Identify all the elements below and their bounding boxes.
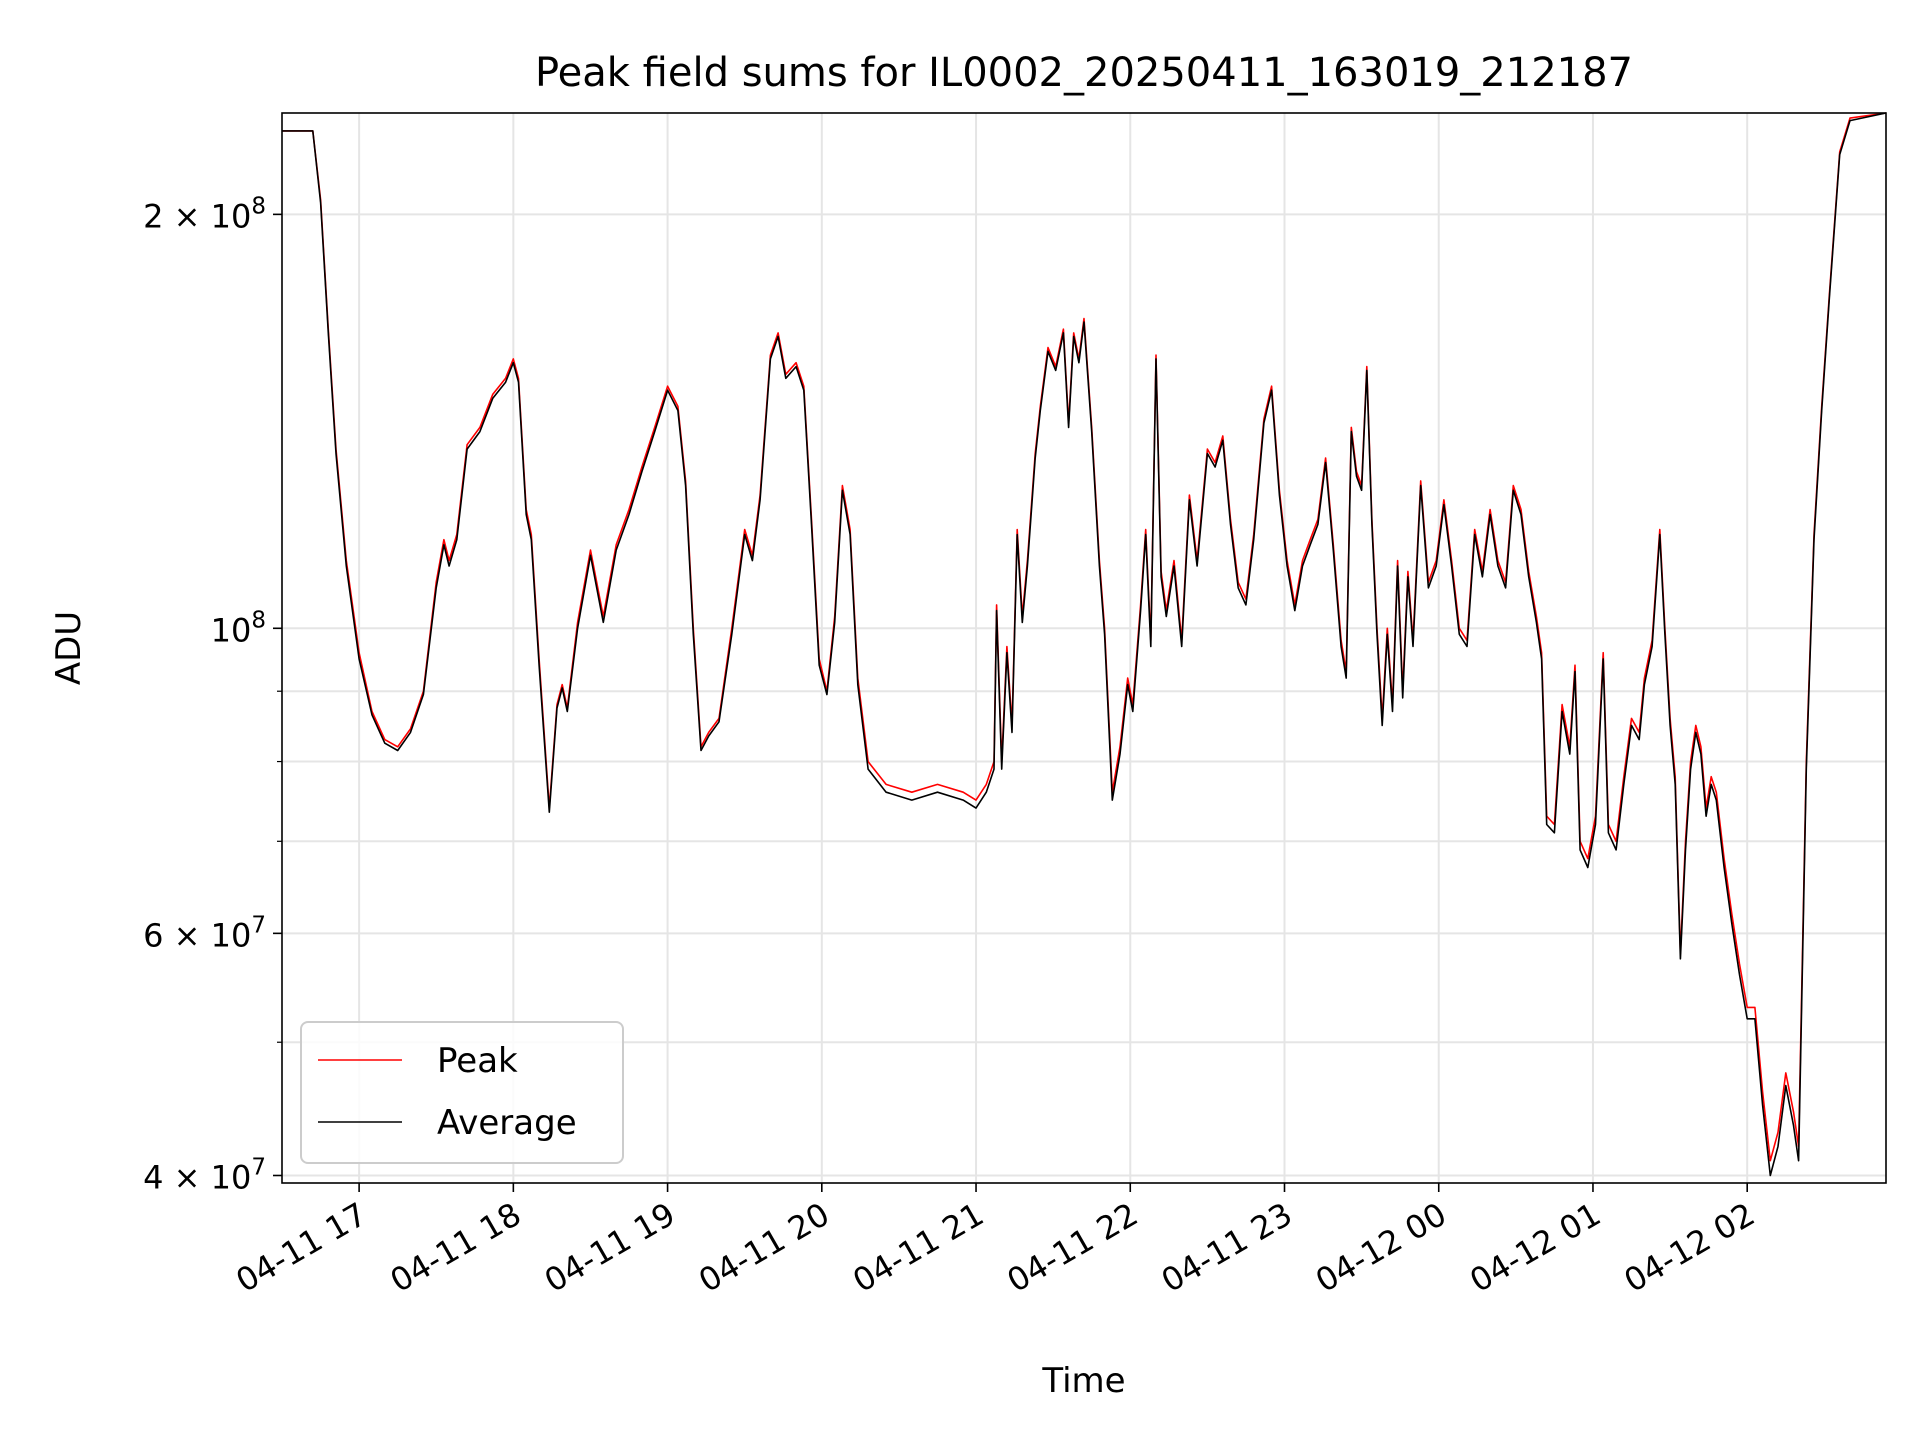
y-axis-label: ADU <box>49 611 89 685</box>
legend: Peak Average <box>300 1021 624 1164</box>
y-tick-label: 2 × 108 <box>143 193 266 235</box>
y-tick-label: 6 × 107 <box>143 912 266 954</box>
x-axis-label: Time <box>1041 1361 1125 1401</box>
legend-box <box>300 1021 624 1164</box>
legend-label-peak: Peak <box>437 1041 518 1081</box>
chart-title: Peak field sums for IL0002_20250411_1630… <box>535 50 1633 96</box>
grid-lines <box>282 113 1886 1183</box>
series-lines <box>282 112 1887 1177</box>
legend-label-average: Average <box>437 1103 577 1143</box>
y-tick-label: 4 × 107 <box>143 1154 266 1196</box>
series-line-average <box>282 112 1887 1177</box>
plot-frame <box>281 112 1887 1184</box>
